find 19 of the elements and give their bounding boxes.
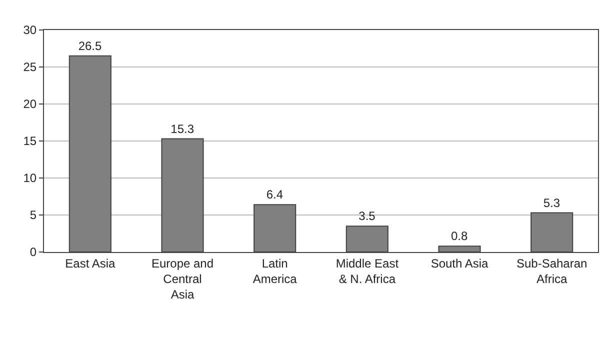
data-label: 0.8 [451, 229, 468, 244]
y-tick-label: 30 [23, 23, 37, 38]
x-tick-label: Europe and Central Asia [151, 256, 214, 302]
x-tick-label: Latin America [252, 256, 298, 286]
y-tick-label: 15 [23, 134, 37, 148]
data-label: 15.3 [170, 122, 194, 136]
y-tick-label: 25 [23, 60, 37, 74]
data-label: 26.5 [78, 38, 102, 53]
x-tick-label: South Asia [430, 256, 489, 270]
x-tick-label: Middle East & N. Africa [336, 256, 400, 286]
data-label: 5.3 [543, 196, 560, 210]
y-tick-label: 20 [23, 97, 37, 112]
data-label: 3.5 [358, 209, 376, 224]
y-tick-label: 0 [30, 245, 37, 260]
data-label: 6.4 [266, 188, 284, 202]
y-tick-label: 5 [30, 208, 37, 222]
x-tick-label: Sub-Saharan Africa [516, 256, 588, 286]
x-tick-label: East Asia [65, 256, 116, 270]
y-tick-label: 10 [23, 171, 37, 186]
